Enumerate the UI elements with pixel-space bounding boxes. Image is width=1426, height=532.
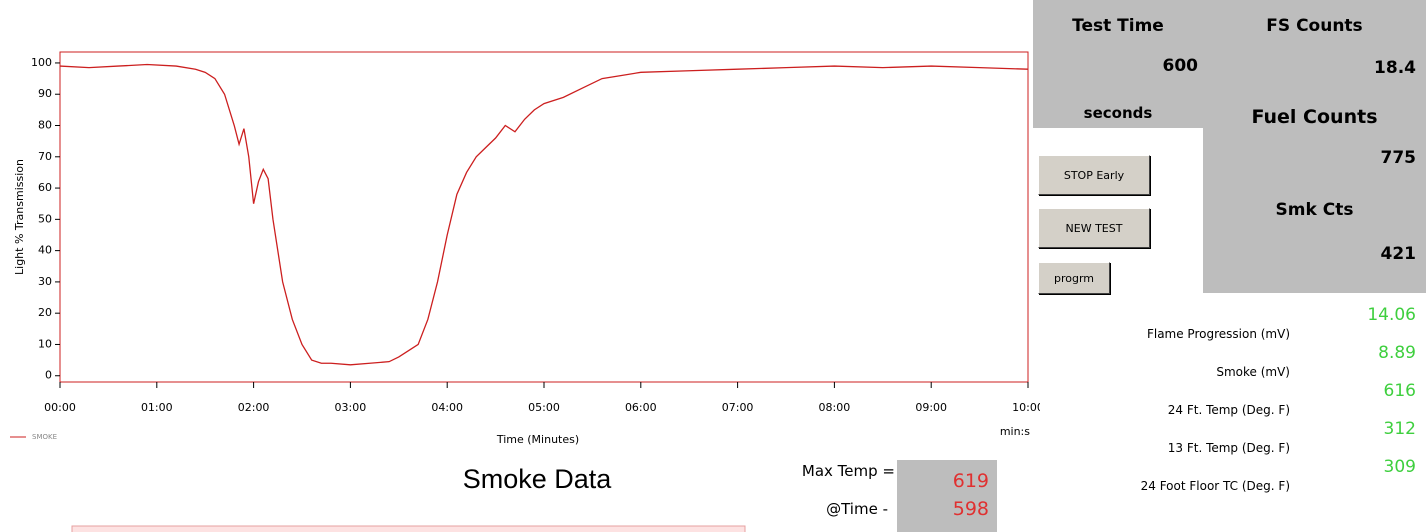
y-tick-label: 0 (45, 369, 52, 382)
x-tick-label: 00:00 (44, 401, 76, 414)
reading-label: 24 Foot Floor TC (Deg. F) (1140, 479, 1290, 493)
max-temp-box (897, 460, 997, 532)
y-tick-label: 100 (31, 56, 52, 69)
chart-title: Smoke Data (463, 464, 613, 494)
test-time-unit: seconds (1083, 104, 1153, 122)
test-time-value: 600 (1162, 56, 1199, 76)
y-tick-label: 90 (38, 87, 52, 100)
x-tick-label: 01:00 (141, 401, 173, 414)
y-tick-label: 50 (38, 212, 52, 225)
x-tick-label: 08:00 (819, 401, 851, 414)
reading-value: 14.06 (1367, 305, 1416, 325)
smk-value: 421 (1380, 244, 1417, 264)
fuel-title: Fuel Counts (1251, 106, 1378, 128)
program-button[interactable]: progrm (1038, 262, 1110, 294)
x-tick-label: 05:00 (528, 401, 560, 414)
max-temp-value: 619 (952, 470, 989, 492)
x-unit: min:s (1000, 425, 1030, 438)
reading-value: 616 (1383, 381, 1416, 401)
x-tick-label: 06:00 (625, 401, 657, 414)
counts-panel (1203, 0, 1426, 293)
reading-label: Flame Progression (mV) (1146, 327, 1290, 341)
fuel-value: 775 (1380, 148, 1417, 168)
reading-label: Smoke (mV) (1216, 365, 1290, 379)
x-tick-label: 02:00 (238, 401, 270, 414)
y-tick-label: 40 (38, 244, 52, 257)
legend-label: SMOKE (32, 433, 57, 441)
text-box (71, 525, 746, 532)
x-tick-label: 10:00 (1012, 401, 1040, 414)
reading-value: 312 (1383, 419, 1416, 439)
test-time-title: Test Time (1072, 16, 1164, 36)
max-temp-time-label: @Time - (826, 500, 888, 518)
plot-frame (59, 51, 1029, 383)
x-tick-label: 03:00 (335, 401, 367, 414)
smk-title: Smk Cts (1275, 200, 1354, 220)
reading-label: 13 Ft. Temp (Deg. F) (1167, 441, 1290, 455)
max-temp-label: Max Temp = (801, 462, 895, 480)
y-tick-label: 30 (38, 275, 52, 288)
series-line (59, 63, 1029, 366)
reading-value: 8.89 (1378, 343, 1416, 363)
y-axis-title: Light % Transmission (13, 159, 26, 275)
fs-title: FS Counts (1266, 16, 1363, 36)
y-tick-label: 10 (38, 337, 52, 350)
chart: Light % Transmission Time (Minutes) min:… (10, 51, 1040, 532)
x-tick-label: 07:00 (722, 401, 754, 414)
x-tick-label: 04:00 (431, 401, 463, 414)
max-temp-time: 598 (952, 498, 989, 520)
reading-value: 309 (1383, 457, 1416, 477)
x-axis-title: Time (Minutes) (496, 433, 579, 446)
y-tick-label: 60 (38, 181, 52, 194)
test-time-panel (1033, 0, 1203, 128)
stop-button[interactable]: STOP Early (1038, 155, 1150, 195)
new-test-button[interactable]: NEW TEST (1038, 208, 1150, 248)
fs-value: 18.4 (1374, 58, 1416, 78)
y-tick-label: 80 (38, 119, 52, 132)
y-tick-label: 20 (38, 306, 52, 319)
reading-label: 24 Ft. Temp (Deg. F) (1167, 403, 1290, 417)
y-tick-label: 70 (38, 150, 52, 163)
x-tick-label: 09:00 (915, 401, 947, 414)
